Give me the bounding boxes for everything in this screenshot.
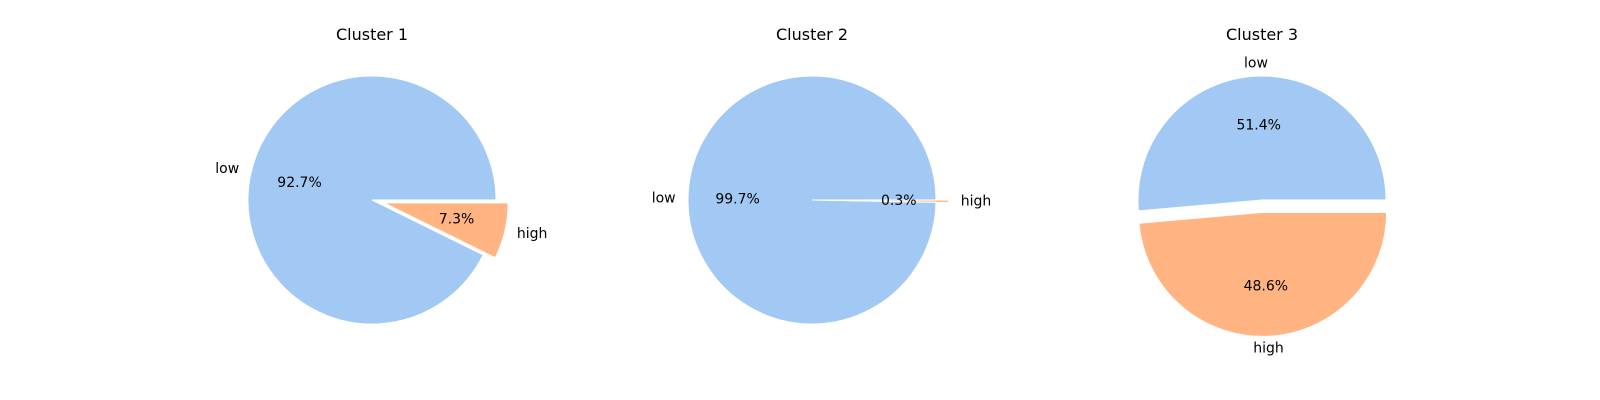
slice-label-high: high <box>961 193 992 209</box>
pie-slice-low <box>687 75 937 325</box>
pie-chart-2: Cluster 2 low 99.7% high 0.3% <box>652 25 992 325</box>
slice-percent-low: 51.4% <box>1236 118 1280 134</box>
pie-slice-low <box>247 75 497 325</box>
pie-slice-high <box>383 202 509 259</box>
slice-percent-high: 48.6% <box>1244 279 1288 295</box>
slice-label-high: high <box>1253 341 1284 357</box>
slice-percent-low: 92.7% <box>277 175 321 191</box>
slice-percent-high: 0.3% <box>881 193 917 209</box>
pie-chart-1: Cluster 1 low 92.7% high 7.3% <box>215 25 548 325</box>
pie-slice-high <box>1138 211 1388 337</box>
slice-percent-high: 7.3% <box>439 212 475 228</box>
chart-title: Cluster 3 <box>1226 25 1298 44</box>
chart-title: Cluster 1 <box>336 25 408 44</box>
chart-title: Cluster 2 <box>776 25 848 44</box>
pie-chart-3: Cluster 3 low 51.4% high 48.6% <box>1137 25 1388 357</box>
pie-slice-low <box>1137 75 1387 212</box>
slice-label-low: low <box>1244 56 1268 72</box>
slice-label-high: high <box>517 226 548 242</box>
slice-percent-low: 99.7% <box>715 191 759 207</box>
slice-label-low: low <box>215 161 239 177</box>
pie-slice-high <box>824 199 949 203</box>
slice-label-low: low <box>652 191 676 207</box>
